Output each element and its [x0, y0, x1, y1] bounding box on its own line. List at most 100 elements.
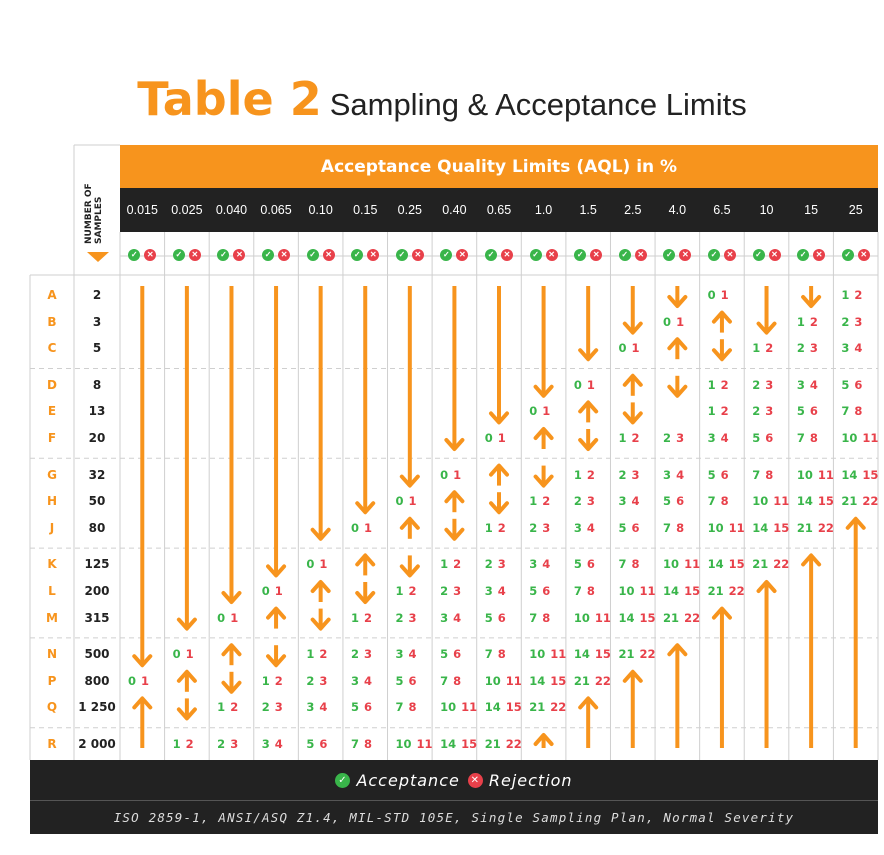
- accept-number: 7: [395, 700, 404, 715]
- reject-number: 6: [631, 520, 640, 535]
- arrow-up-icon: [533, 427, 554, 449]
- reject-number: 2: [765, 341, 774, 356]
- sample-size: 800: [84, 673, 110, 688]
- reject-number: 8: [809, 431, 818, 445]
- reject-number: 22: [728, 584, 745, 598]
- x-circle-icon: ✕: [467, 772, 483, 788]
- accept-number: 3: [707, 431, 716, 445]
- aql-header: 0.15: [353, 203, 378, 217]
- accept-number: 2: [841, 314, 850, 329]
- x-circle-icon: ✕: [501, 249, 513, 261]
- arrow-down-icon: [578, 286, 599, 362]
- accept-number: 0: [306, 557, 315, 572]
- x-circle-icon: ✕: [144, 249, 157, 261]
- accept-number: 5: [752, 431, 761, 445]
- reject-number: 1: [185, 647, 194, 662]
- check-circle-icon: ✓: [172, 249, 185, 261]
- arrow-down-icon: [399, 286, 420, 488]
- aql-banner: Acceptance Quality Limits (AQL) in %: [120, 145, 878, 188]
- accept-number: 10: [529, 647, 546, 662]
- code-letter: P: [47, 673, 57, 688]
- aql-header: 2.5: [624, 203, 642, 217]
- accept-number: 14: [663, 584, 680, 598]
- accept-number: 21: [573, 673, 590, 688]
- check-circle-icon: ✓: [262, 249, 275, 261]
- check-circle-icon: ✓: [663, 249, 676, 261]
- code-letter: D: [47, 377, 57, 392]
- reject-number: 1: [141, 673, 150, 688]
- sample-size: 2: [92, 288, 102, 302]
- ac-re-pair: 21 22: [618, 647, 655, 661]
- number-of-samples-label: NUMBER OF SAMPLES: [84, 183, 104, 244]
- x-circle-icon: ✕: [322, 249, 335, 261]
- arrow-down-icon: [355, 286, 376, 515]
- reject-number: 8: [542, 610, 551, 625]
- accept-number: 5: [841, 377, 850, 392]
- sample-size: 50: [88, 494, 106, 509]
- page-title: Table 2 Sampling & Acceptance Limits: [0, 72, 884, 126]
- ac-re-pair: 21 22: [485, 737, 522, 751]
- arrow-up-icon: [667, 337, 688, 360]
- accept-number: 21: [484, 737, 501, 751]
- reject-number: 6: [408, 673, 417, 688]
- reject-number: 8: [408, 700, 417, 715]
- accept-number: 1: [261, 673, 270, 688]
- arrow-down-icon: [444, 518, 465, 541]
- check-circle-icon: ✓: [335, 772, 351, 788]
- ac-re-pair: 10 11: [485, 674, 522, 688]
- reject-number: 1: [720, 288, 729, 302]
- arrow-down-icon: [533, 465, 554, 488]
- reject-number: 6: [854, 377, 863, 392]
- check-circle-icon: ✓: [351, 249, 364, 261]
- accept-number: 5: [573, 557, 582, 572]
- accept-number: 1: [440, 557, 449, 572]
- sample-size: 2 000: [78, 737, 116, 751]
- ac-re-pair: 14 15: [440, 737, 477, 751]
- reject-number: 22: [639, 647, 656, 662]
- ac-re-pair: 10 11: [841, 431, 878, 445]
- reject-number: 15: [684, 584, 701, 598]
- ac-re-pair: 21 22: [752, 557, 789, 571]
- accept-number: 1: [172, 737, 181, 751]
- accept-number: 10: [841, 431, 858, 445]
- aql-header: 10: [759, 203, 774, 217]
- arrow-down-icon: [444, 286, 465, 451]
- sample-size: 8: [92, 377, 102, 392]
- aql-header: 25: [848, 203, 863, 217]
- reject-number: 6: [765, 431, 774, 445]
- x-circle-icon: ✕: [545, 249, 558, 261]
- accept-number: 3: [618, 494, 627, 509]
- ac-re-pair: 10 11: [708, 521, 745, 535]
- aql-header: 1.0: [534, 203, 553, 217]
- reject-number: 4: [408, 647, 417, 662]
- aql-header: 0.065: [260, 203, 292, 217]
- check-circle-icon: ✓: [306, 249, 319, 261]
- code-letter: B: [47, 314, 57, 329]
- title-sub: Sampling & Acceptance Limits: [329, 87, 747, 122]
- reject-number: 6: [720, 467, 729, 482]
- reject-number: 1: [230, 610, 239, 625]
- ac-re-pair: 14 15: [663, 584, 700, 598]
- accept-number: 0: [484, 431, 493, 445]
- x-circle-icon: ✕: [233, 249, 246, 261]
- reject-number: 8: [676, 520, 685, 535]
- reject-number: 2: [274, 673, 283, 688]
- reject-number: 15: [461, 737, 478, 751]
